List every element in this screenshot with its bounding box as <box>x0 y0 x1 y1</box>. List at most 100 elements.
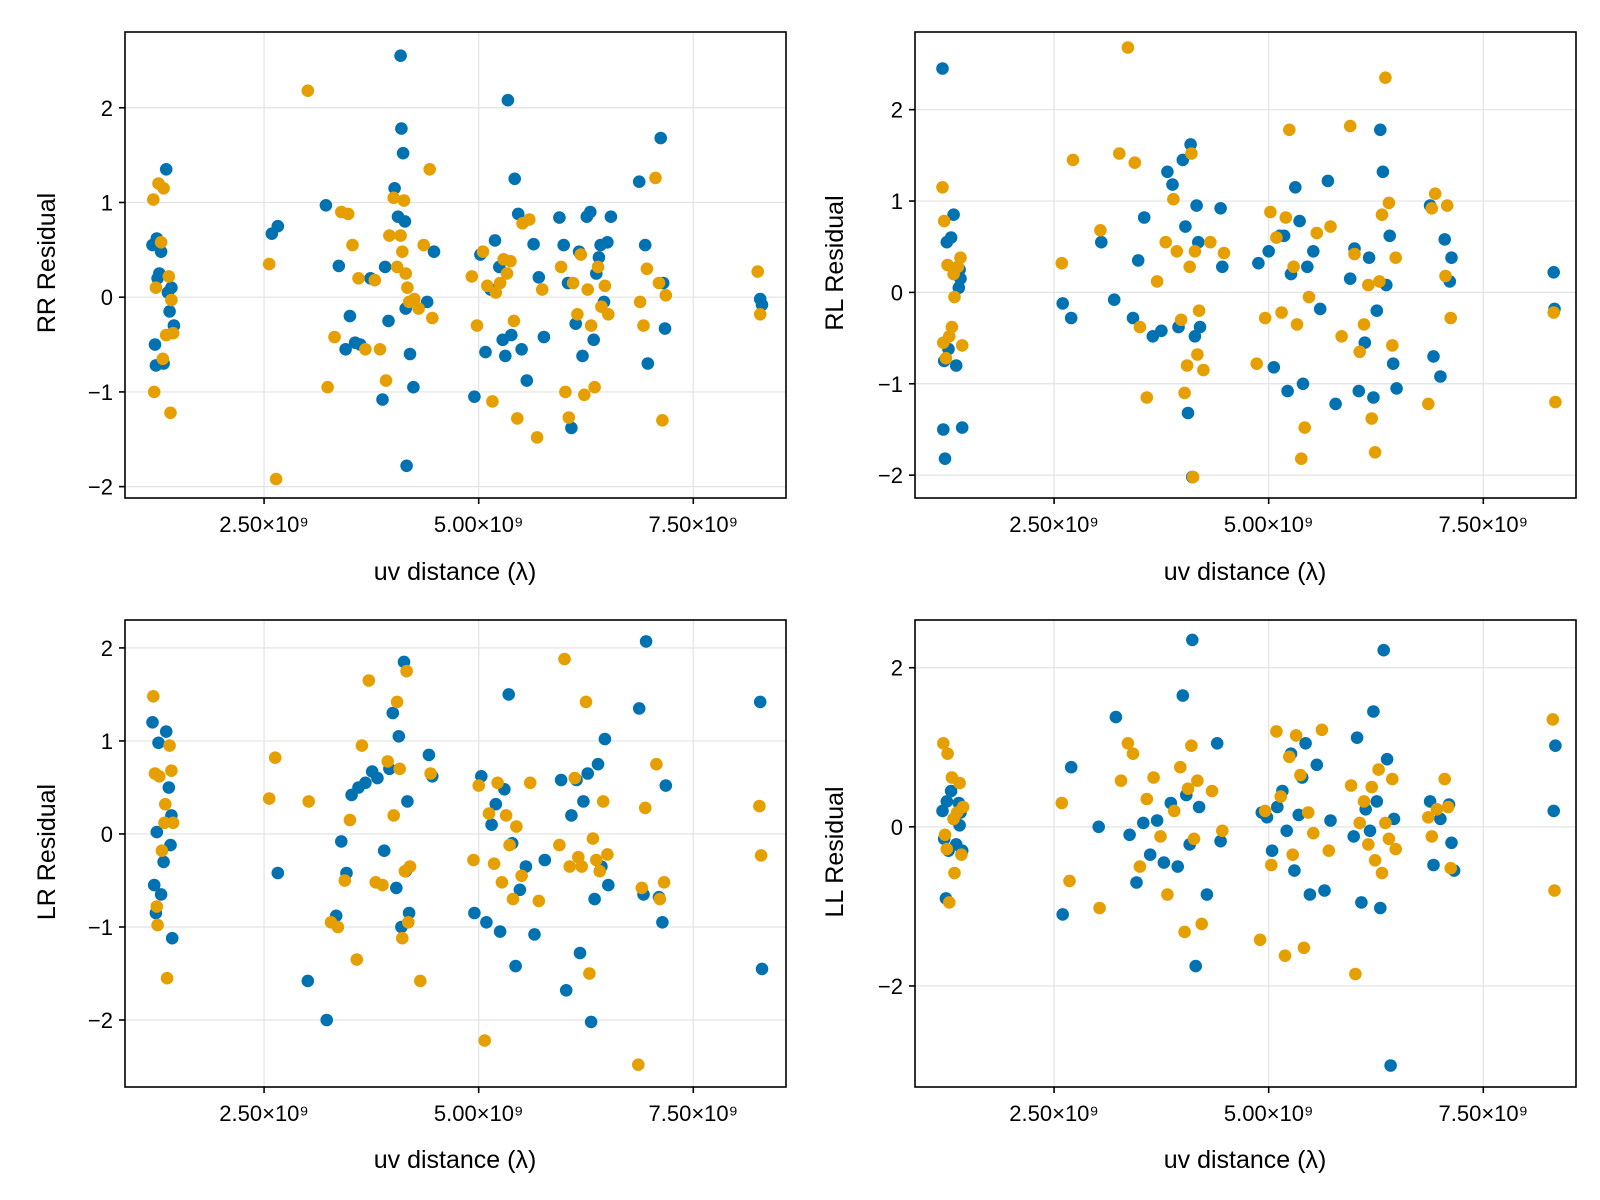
y-tick-label: −2 <box>88 475 113 500</box>
data-point <box>1357 795 1371 808</box>
data-point <box>163 739 176 752</box>
data-point <box>262 257 276 271</box>
data-point <box>1188 245 1202 258</box>
data-point <box>657 876 671 889</box>
data-point <box>1095 235 1108 249</box>
x-tick-label: 7.50×10⁹ <box>1439 1101 1529 1126</box>
data-point <box>1368 446 1382 459</box>
data-point <box>940 795 954 808</box>
data-point <box>147 385 161 399</box>
data-point <box>1382 196 1396 210</box>
data-point <box>1438 233 1451 246</box>
x-tick-label: 2.50×10⁹ <box>1009 1101 1099 1126</box>
data-point <box>271 866 285 880</box>
data-point <box>468 906 481 920</box>
data-point <box>1185 739 1198 752</box>
data-point <box>947 208 960 221</box>
x-tick-label: 5.00×10⁹ <box>434 1101 524 1126</box>
data-point <box>753 308 767 321</box>
data-point <box>557 238 570 252</box>
data-point <box>1386 772 1399 786</box>
data-point <box>1422 811 1435 824</box>
data-point <box>1189 959 1202 973</box>
data-point <box>1375 208 1389 221</box>
data-point <box>1270 231 1283 244</box>
data-point <box>1427 858 1440 872</box>
data-point <box>937 336 950 350</box>
data-point <box>1295 452 1308 466</box>
data-point <box>1353 345 1366 359</box>
data-point <box>381 755 395 768</box>
data-point <box>414 974 427 988</box>
data-point <box>147 878 161 892</box>
data-point <box>656 414 669 427</box>
data-point <box>1287 260 1300 274</box>
data-point <box>271 219 285 233</box>
data-point <box>402 906 416 920</box>
data-point <box>1130 876 1143 889</box>
data-point <box>751 265 764 278</box>
data-point <box>147 193 160 206</box>
data-point <box>1422 397 1435 411</box>
data-point <box>493 925 507 938</box>
data-point <box>584 205 597 219</box>
data-point <box>947 267 960 281</box>
data-point <box>1113 147 1126 160</box>
data-point <box>1445 836 1458 850</box>
data-point <box>1362 838 1375 851</box>
data-point <box>1166 178 1179 191</box>
y-tick-label: 2 <box>891 98 903 123</box>
data-point <box>1343 272 1357 286</box>
data-point <box>1324 220 1337 233</box>
data-point <box>591 757 605 771</box>
data-point <box>562 411 576 424</box>
data-point <box>159 725 173 738</box>
y-axis-label: RL Residual <box>821 195 849 330</box>
data-point <box>1262 245 1275 258</box>
data-point <box>398 215 412 228</box>
data-point <box>1549 395 1562 409</box>
data-point <box>947 812 960 826</box>
data-point <box>1362 278 1375 292</box>
data-point <box>1179 220 1192 233</box>
data-point <box>1547 306 1560 319</box>
data-point <box>1363 824 1377 838</box>
data-point <box>504 254 517 268</box>
data-point <box>1549 739 1562 752</box>
data-point <box>954 251 967 264</box>
data-point <box>359 776 372 790</box>
data-point <box>527 237 540 251</box>
data-point <box>480 916 493 929</box>
data-point <box>343 309 357 323</box>
data-point <box>1389 842 1402 856</box>
data-point <box>1114 774 1128 787</box>
data-point <box>1427 350 1440 363</box>
data-point <box>520 374 534 387</box>
y-tick-label: −2 <box>88 1008 113 1033</box>
x-axis-label: uv distance (λ) <box>374 1146 537 1174</box>
data-point <box>320 1013 334 1027</box>
data-point <box>1131 254 1145 267</box>
data-point <box>1197 363 1210 377</box>
data-point <box>1267 361 1281 374</box>
data-point <box>150 825 164 839</box>
data-point <box>755 962 769 976</box>
data-point <box>1315 723 1329 737</box>
data-point <box>488 234 502 247</box>
data-point <box>1280 824 1293 838</box>
data-point <box>1210 737 1224 750</box>
data-point <box>656 916 669 929</box>
data-point <box>1200 888 1214 901</box>
data-point <box>1123 828 1136 842</box>
data-point <box>468 390 481 404</box>
data-point <box>1297 941 1311 955</box>
data-point <box>1140 391 1154 404</box>
data-point <box>588 380 601 394</box>
data-point <box>1055 256 1069 270</box>
plot-frame <box>124 31 787 499</box>
data-point <box>376 878 389 892</box>
data-point <box>938 828 952 842</box>
data-point <box>1439 269 1452 283</box>
data-point <box>1362 251 1376 264</box>
